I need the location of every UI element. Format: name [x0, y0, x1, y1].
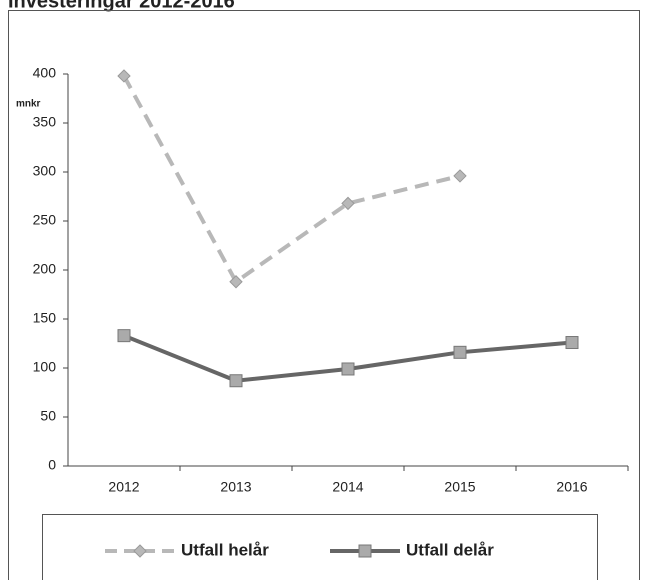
y-tick-label: 250	[33, 212, 57, 228]
x-tick-label: 2015	[444, 479, 475, 495]
data-point	[229, 374, 243, 388]
data-point	[453, 169, 467, 183]
chart-frame	[8, 10, 640, 580]
y-tick-label: 150	[33, 310, 57, 326]
data-point	[229, 275, 243, 289]
y-tick-label: 0	[48, 457, 56, 473]
data-point	[453, 345, 467, 359]
y-tick-label: 400	[33, 65, 57, 81]
chart-title: Investeringar 2012-2016	[8, 0, 235, 12]
x-tick-label: 2013	[220, 479, 251, 495]
data-point	[117, 329, 131, 343]
series-line	[122, 75, 461, 285]
legend-label: Utfall delår	[406, 540, 494, 559]
x-tick-label: 2014	[332, 479, 363, 495]
data-point	[341, 196, 355, 211]
data-point	[341, 362, 355, 376]
legend-marker	[133, 544, 147, 558]
y-tick-label: 200	[33, 261, 57, 277]
data-point	[117, 69, 131, 83]
x-tick-label: 2016	[556, 479, 587, 495]
legend-box	[42, 514, 598, 580]
legend-label: Utfall helår	[181, 540, 269, 559]
y-tick-label: 300	[33, 163, 57, 179]
y-axis-label: mnkr	[16, 99, 41, 110]
data-point	[565, 336, 579, 350]
x-tick-label: 2012	[108, 479, 139, 495]
y-tick-label: 350	[33, 114, 57, 130]
legend-marker	[358, 544, 372, 558]
y-tick-label: 100	[33, 359, 57, 375]
y-tick-label: 50	[40, 408, 56, 424]
